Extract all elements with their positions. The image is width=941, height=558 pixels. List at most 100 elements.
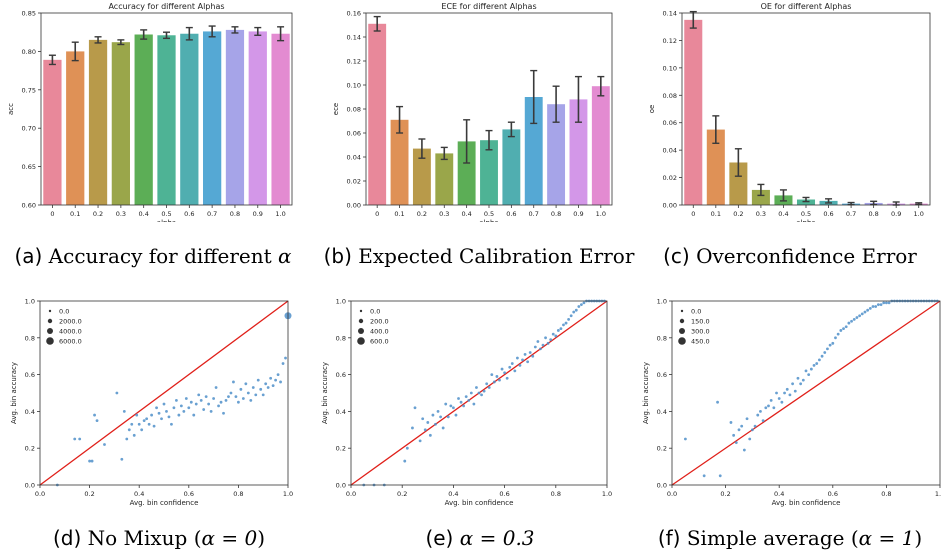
data-point: [582, 301, 586, 305]
chart-ece-svg: ECE for different Alphas 0.00 0.02 0.04 0.06…: [332, 2, 613, 222]
data-point: [834, 336, 837, 340]
data-point: [152, 424, 156, 428]
y-tick-label: 1.0: [657, 298, 667, 306]
data-point: [147, 422, 151, 426]
legend-marker: [47, 318, 53, 324]
data-point: [269, 376, 273, 380]
chart-oe: OE for different Alphas 0.00 0.02 0.04 0.06 0…: [635, 0, 941, 222]
legend-marker: [48, 309, 52, 313]
data-point: [232, 380, 235, 384]
bar: [390, 119, 409, 205]
data-point: [452, 406, 455, 410]
data-point: [261, 393, 265, 397]
data-point: [788, 393, 792, 397]
data-point: [526, 360, 530, 364]
bar: [569, 99, 588, 205]
data-point: [184, 397, 188, 400]
y-tick-label: 0.0: [25, 482, 35, 490]
data-point: [567, 318, 570, 321]
data-point: [804, 369, 808, 373]
data-point: [194, 402, 198, 406]
data-point: [281, 362, 285, 365]
data-point: [539, 347, 542, 351]
data-point: [577, 305, 581, 308]
data-point: [801, 378, 805, 382]
x-axis-label: alpha: [479, 219, 498, 222]
x-tick-label: 1.0: [935, 490, 941, 498]
data-point: [170, 422, 173, 426]
bar: [180, 33, 199, 206]
data-point: [876, 303, 880, 307]
data-point: [498, 378, 501, 382]
data-point: [503, 371, 506, 375]
caption-label: (d): [52, 526, 82, 550]
data-point: [541, 343, 545, 347]
plot-frame: [40, 12, 293, 206]
data-point: [831, 341, 835, 345]
x-tick-label: 0.6: [184, 210, 194, 218]
data-point: [510, 362, 514, 365]
data-point: [264, 382, 268, 386]
data-point: [217, 404, 220, 408]
data-point: [227, 395, 230, 399]
data-point: [756, 413, 760, 417]
caption-label: (b): [323, 244, 352, 268]
data-point: [546, 341, 550, 345]
y-tick-label: 0.08: [347, 106, 361, 114]
y-tick-label: 1.0: [336, 298, 346, 306]
data-point: [469, 391, 473, 395]
y-tick-label: 0.02: [347, 178, 361, 186]
y-tick-label: 0.04: [663, 147, 677, 155]
caption-suffix: ): [257, 526, 266, 550]
data-point: [140, 428, 144, 432]
bar: [203, 31, 222, 205]
y-tick-label: 0.4: [25, 408, 35, 416]
data-point: [718, 474, 722, 478]
data-point: [812, 364, 816, 367]
data-point: [495, 375, 499, 378]
data-point: [472, 402, 476, 406]
x-tick-label: 0.0: [346, 490, 356, 498]
data-point: [508, 365, 512, 369]
data-point: [207, 402, 211, 406]
bar: [591, 86, 610, 205]
data-point: [464, 395, 468, 399]
y-axis-label: oe: [648, 105, 656, 114]
data-point: [556, 329, 560, 332]
data-point: [137, 422, 141, 426]
data-point: [449, 404, 453, 408]
chart-reliability-simple-average: 0.0 0.2 0.4 0.6 0.8 1.0 0.0 0.2 0.4 0.6 0.8 1.0 Avg.…: [632, 290, 941, 516]
data-point: [155, 406, 158, 410]
data-point: [874, 305, 878, 308]
x-tick-label: 0.6: [823, 210, 833, 218]
data-point: [551, 332, 555, 336]
data-point: [209, 410, 213, 413]
data-point: [882, 301, 886, 305]
data-point: [459, 400, 463, 404]
data-point: [251, 386, 255, 389]
data-point: [162, 402, 166, 406]
y-axis-label: ece: [332, 103, 340, 115]
data-point: [852, 318, 856, 321]
data-point: [850, 319, 853, 323]
data-point: [135, 413, 139, 417]
data-point: [847, 321, 851, 325]
data-point: [809, 367, 813, 371]
plot-frame: [39, 300, 289, 486]
x-tick-label: 0.4: [139, 210, 149, 218]
data-point: [759, 410, 762, 413]
data-point: [428, 433, 432, 437]
chart-reliability-simple-average-svg: 0.0 0.2 0.4 0.6 0.8 1.0 0.0 0.2 0.4 0.6 0.8 1.0 Avg.…: [642, 298, 941, 508]
chart-reliability-alpha-03-svg: 0.0 0.2 0.4 0.6 0.8 1.0 0.0 0.2 0.4 0.6 0.8 1.0 Avg.…: [321, 298, 612, 508]
data-point: [122, 410, 126, 413]
data-point: [796, 376, 800, 380]
data-point: [467, 398, 471, 402]
data-point: [839, 329, 843, 332]
x-tick-label: 0.4: [461, 210, 471, 218]
data-point: [887, 301, 891, 305]
x-tick-label: 0.5: [484, 210, 494, 218]
chart-ece: ECE for different Alphas 0.00 0.02 0.04 0.06…: [318, 0, 624, 222]
data-point: [572, 310, 576, 314]
data-point: [256, 378, 260, 382]
bar: [271, 33, 290, 206]
